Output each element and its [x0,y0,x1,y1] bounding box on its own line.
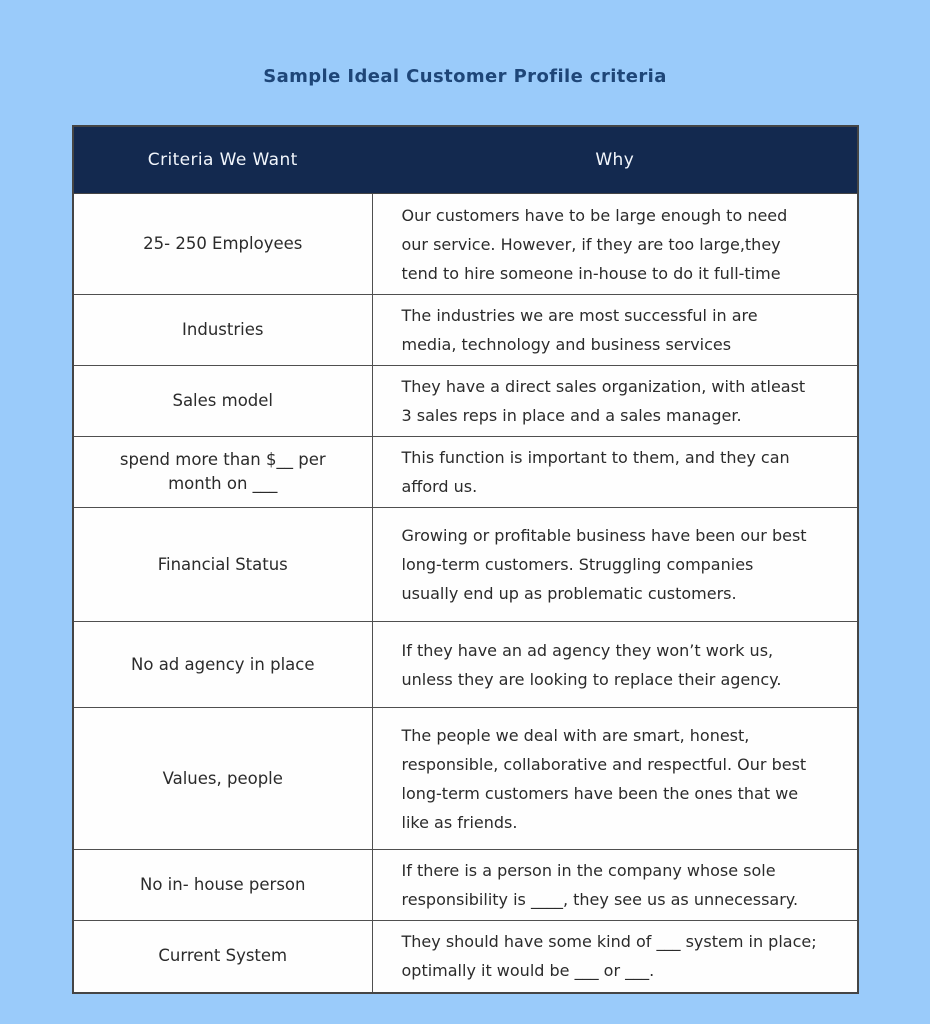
why-cell: The industries we are most successful in… [371,294,859,366]
criteria-cell: Values, people [72,707,373,850]
criteria-cell: No ad agency in place [72,621,373,708]
criteria-cell: Sales model [72,365,373,437]
table-row: 25- 250 Employees Our customers have to … [72,193,859,295]
why-cell: If there is a person in the company whos… [371,849,859,921]
table-row: Industries The industries we are most su… [72,294,859,366]
table-row: Values, people The people we deal with a… [72,707,859,850]
why-cell: Growing or profitable business have been… [371,507,859,622]
table-row: Sales model They have a direct sales org… [72,365,859,437]
why-cell: Our customers have to be large enough to… [371,193,859,295]
criteria-cell: Current System [72,920,373,993]
header-criteria-we-want: Criteria We Want [72,125,373,194]
criteria-cell: Industries [72,294,373,366]
table-row: No ad agency in place If they have an ad… [72,621,859,708]
table-row: spend more than $__ per month on ___ Thi… [72,436,859,508]
page-title: Sample Ideal Customer Profile criteria [263,66,667,87]
why-cell: This function is important to them, and … [371,436,859,508]
criteria-cell: spend more than $__ per month on ___ [72,436,373,508]
criteria-cell: 25- 250 Employees [72,193,373,295]
why-cell: The people we deal with are smart, hones… [371,707,859,850]
table-row: Financial Status Growing or profitable b… [72,507,859,622]
header-why: Why [371,125,859,194]
criteria-cell: Financial Status [72,507,373,622]
criteria-cell: No in- house person [72,849,373,921]
icp-criteria-table: Criteria We Want Why 25- 250 Employees O… [72,125,859,994]
why-cell: They have a direct sales organization, w… [371,365,859,437]
table-row: Current System They should have some kin… [72,920,859,993]
table-row: No in- house person If there is a person… [72,849,859,921]
why-cell: If they have an ad agency they won’t wor… [371,621,859,708]
why-cell: They should have some kind of ___ system… [371,920,859,993]
header-row: Criteria We Want Why [72,125,859,194]
